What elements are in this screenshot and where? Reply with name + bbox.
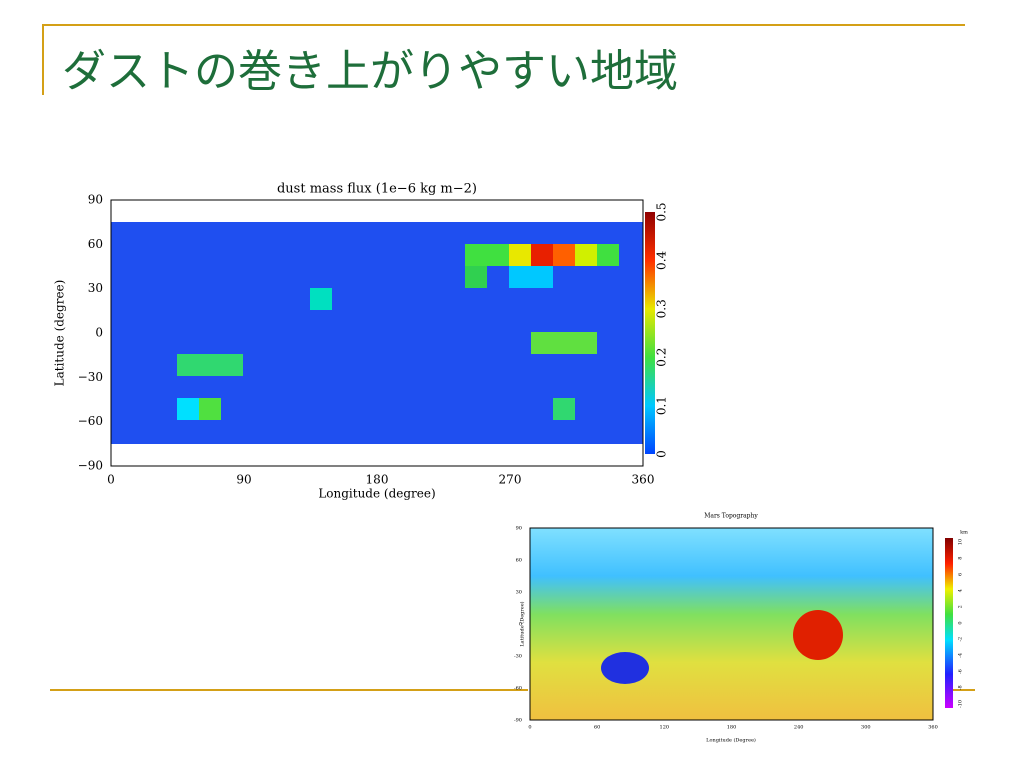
y-tick-label: -60 xyxy=(514,686,522,692)
x-tick-label: 360 xyxy=(632,473,655,487)
colorbar xyxy=(945,538,953,708)
x-tick-label: 180 xyxy=(727,725,737,731)
plot-frame xyxy=(110,199,644,467)
y-tick-label: −30 xyxy=(78,370,103,384)
colorbar-tick-label: 10 xyxy=(958,539,964,545)
y-tick-label: 90 xyxy=(516,526,522,532)
colorbar-tick-label: -10 xyxy=(958,700,964,708)
x-tick-label: 360 xyxy=(928,725,938,731)
colorbar-unit: km xyxy=(960,530,968,536)
x-tick-label: 60 xyxy=(594,725,600,731)
figure-title: Mars Topography xyxy=(704,513,758,520)
colorbar-tick-label: 6 xyxy=(958,573,964,576)
y-tick-label: 60 xyxy=(88,237,103,251)
x-tick-label: 300 xyxy=(861,725,871,731)
x-axis-label: Longitude (Degree) xyxy=(706,737,756,744)
x-tick-label: 120 xyxy=(660,725,670,731)
colorbar-tick-label: -8 xyxy=(958,685,964,690)
colorbar-tick-label: 0.2 xyxy=(655,348,669,367)
x-tick-label: 240 xyxy=(794,725,804,731)
y-tick-label: 0 xyxy=(95,326,103,340)
colorbar-tick-label: -6 xyxy=(958,669,964,674)
colorbar-tick-label: 0.1 xyxy=(655,396,669,415)
topo-map xyxy=(530,528,933,720)
y-tick-label: −60 xyxy=(78,414,103,428)
topo-feature xyxy=(601,652,649,684)
colorbar-tick-label: 0.3 xyxy=(655,299,669,318)
colorbar-tick-label: -2 xyxy=(958,637,964,642)
colorbar-tick-label: 2 xyxy=(958,605,964,608)
x-axis-label: Longitude (degree) xyxy=(318,487,435,501)
y-axis-label: Latitude (Degree) xyxy=(519,601,526,646)
figure-title: dust mass flux (1e−6 kg m−2) xyxy=(277,182,477,197)
colorbar-tick-label: 8 xyxy=(958,557,964,560)
y-axis-label: Latitude (degree) xyxy=(53,280,67,387)
colorbar-tick-label: 0 xyxy=(958,621,964,624)
y-tick-label: 60 xyxy=(516,558,522,564)
y-tick-label: 30 xyxy=(88,281,103,295)
colorbar xyxy=(645,212,655,454)
x-tick-label: 180 xyxy=(366,473,389,487)
colorbar-tick-label: 0.5 xyxy=(655,202,669,221)
plot-frame xyxy=(529,527,934,721)
heatmap-cells xyxy=(177,244,619,420)
x-tick-label: 90 xyxy=(236,473,251,487)
y-tick-label: -90 xyxy=(514,718,522,724)
topo-feature xyxy=(793,610,843,660)
colorbar-tick-label: -4 xyxy=(958,653,964,658)
x-tick-label: 0 xyxy=(107,473,115,487)
y-tick-label: 30 xyxy=(516,590,522,596)
colorbar-tick-label: 4 xyxy=(958,589,964,592)
x-tick-label: 0 xyxy=(528,725,531,731)
colorbar-tick-label: 0 xyxy=(655,450,669,458)
slide-title: ダストの巻き上がりやすい地域 xyxy=(62,46,678,97)
y-tick-label: -30 xyxy=(514,654,522,660)
x-tick-label: 270 xyxy=(499,473,522,487)
colorbar-tick-label: 0.4 xyxy=(655,250,669,269)
y-tick-label: −90 xyxy=(78,459,103,473)
y-tick-label: 0 xyxy=(519,622,522,628)
y-tick-label: 90 xyxy=(88,193,103,207)
